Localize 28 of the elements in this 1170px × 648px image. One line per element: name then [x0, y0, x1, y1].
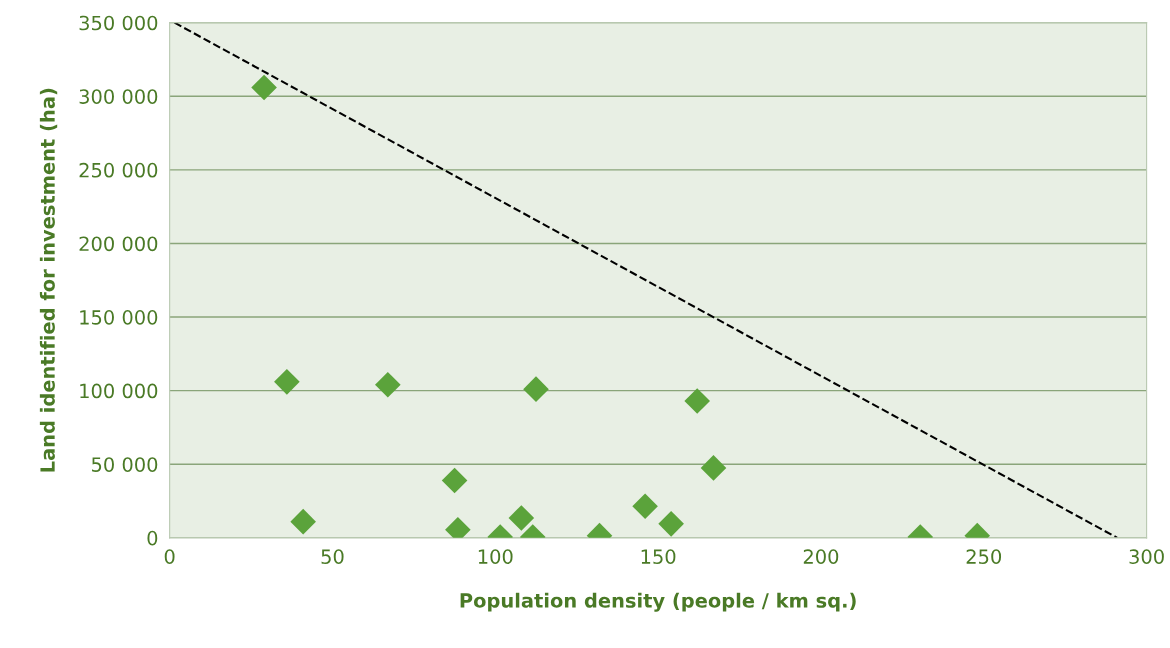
point: [375, 371, 401, 398]
x-tick-label: 250: [966, 549, 1002, 564]
point: [508, 505, 535, 531]
point: [251, 74, 277, 101]
y-tick-label: 200 000: [79, 236, 158, 252]
x-axis-title: Population density (people / km sq.): [460, 592, 856, 612]
x-tick-label: 50: [321, 549, 344, 564]
x-tick-label: 0: [164, 549, 175, 564]
point: [658, 511, 684, 537]
y-tick-label: 0: [147, 530, 158, 546]
point: [274, 369, 300, 395]
y-tick-label: 150 000: [80, 310, 158, 325]
y-axis-title: Land identified for investment (ha): [39, 88, 58, 472]
y-tick-label: 50 000: [92, 457, 158, 472]
x-tick-label: 150: [641, 549, 676, 564]
point: [684, 388, 711, 414]
y-tick-label: 100 000: [80, 383, 158, 399]
point: [290, 508, 316, 535]
point: [700, 455, 727, 481]
x-tick-label: 300: [1129, 549, 1164, 564]
y-tick-label: 250 000: [79, 162, 158, 178]
x-tick-label: 200: [803, 549, 839, 564]
point: [441, 467, 468, 494]
point: [632, 493, 658, 519]
x-tick-label: 100: [478, 549, 513, 564]
point: [523, 376, 549, 402]
y-tick-label: 350 000: [79, 15, 158, 31]
y-tick-label: 300 000: [79, 89, 158, 104]
